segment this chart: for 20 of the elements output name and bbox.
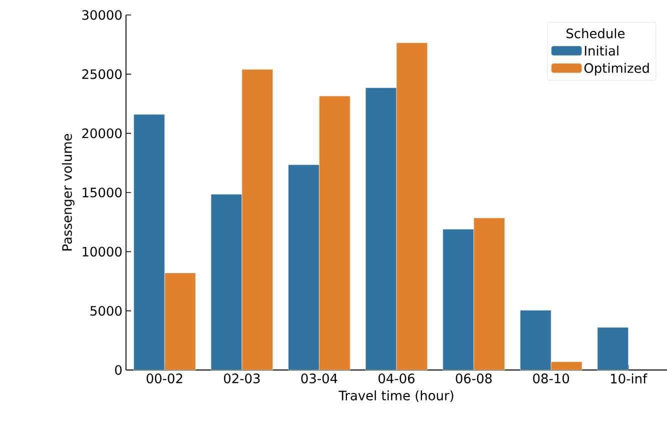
bar <box>597 327 629 370</box>
y-tick-label: 0 <box>115 365 122 375</box>
x-tick-label: 03-04 <box>301 374 338 384</box>
legend-label: Optimized <box>584 62 649 76</box>
y-tick-label: 15000 <box>82 188 122 198</box>
x-tick-label: 00-02 <box>146 374 182 384</box>
y-tick-label: 25000 <box>82 69 122 80</box>
y-tick-label: 5000 <box>90 306 122 316</box>
x-tick-label: 06-08 <box>456 374 492 384</box>
legend-label: Initial <box>584 46 618 56</box>
y-tick-label: 30000 <box>82 10 122 20</box>
x-tick-label: 02-03 <box>224 374 260 384</box>
x-tick-label: 04-06 <box>378 374 414 384</box>
y-tick-label: 20000 <box>82 128 122 138</box>
x-axis-title: Travel time (hour) <box>338 390 454 402</box>
y-axis-title: Passenger volume <box>62 134 74 250</box>
legend-title: Schedule <box>566 28 625 38</box>
x-tick-label: 08-10 <box>533 374 570 384</box>
x-tick-label: 10-inf <box>611 374 648 384</box>
y-tick-label: 10000 <box>82 246 122 257</box>
